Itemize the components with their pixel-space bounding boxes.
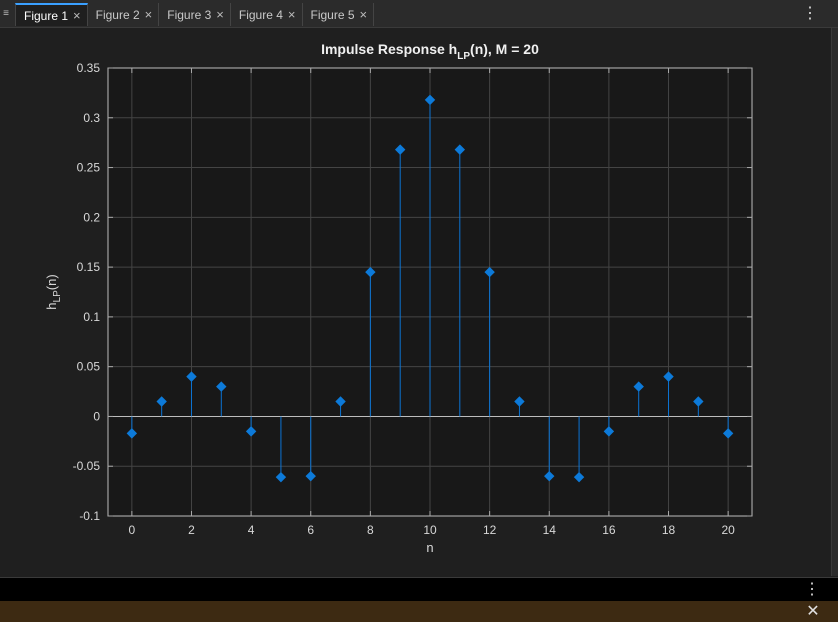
more-vertical-icon[interactable]: ⋮ — [804, 581, 820, 598]
y-tick-label: 0.3 — [83, 111, 100, 125]
y-tick-label: 0.1 — [83, 310, 100, 324]
notification-bar: ✕ — [0, 601, 838, 622]
tab-label: Figure 1 — [24, 8, 69, 23]
stem-marker — [156, 396, 167, 407]
y-tick-label: -0.1 — [79, 509, 100, 523]
tab-label: Figure 4 — [238, 7, 283, 22]
y-tick-label: 0.05 — [77, 360, 101, 374]
tab-figure-4[interactable]: Figure 4 × — [230, 3, 303, 26]
stem-marker — [216, 381, 227, 392]
ylabel-subscript: LP — [52, 290, 63, 303]
menu-icon[interactable]: ≡ — [3, 8, 9, 19]
y-tick-label: 0.25 — [77, 161, 101, 175]
more-vertical-icon[interactable]: ⋮ — [802, 5, 818, 22]
stem-marker — [305, 470, 316, 482]
tick-labels: 0 2 4 6 8 10 12 14 16 18 20 -0.1 -0.05 0 0.05 0.1 0.15 0.… — [73, 61, 752, 537]
tab-label: Figure 5 — [310, 7, 355, 22]
x-tick-label: 4 — [248, 523, 255, 537]
ylabel-rest: (n) — [44, 274, 59, 290]
stem-marker — [633, 381, 644, 392]
command-bar: ⋮ — [0, 577, 838, 601]
tab-figure-5[interactable]: Figure 5 × — [302, 3, 375, 26]
ylabel-main: h — [44, 302, 59, 309]
x-tick-label: 0 — [129, 523, 136, 537]
stem-chart[interactable]: 0 2 4 6 8 10 12 14 16 18 20 -0.1 -0.05 0 0.05 0.1 0.15 0.… — [0, 28, 832, 576]
stem-marker — [245, 426, 257, 437]
stem-marker — [514, 396, 525, 407]
y-tick-label: 0.2 — [83, 210, 100, 224]
stem-marker — [722, 428, 734, 439]
stem-marker — [424, 94, 436, 106]
tab-list: Figure 1 × Figure 2 × Figure 3 × Figure … — [15, 3, 375, 27]
tab-figure-1[interactable]: Figure 1 × — [15, 3, 88, 26]
stem-marker — [365, 266, 376, 278]
y-tick-label: 0.15 — [77, 260, 101, 274]
close-icon[interactable]: ✕ — [806, 603, 820, 620]
title-subscript: LP — [457, 51, 470, 62]
y-tick-label: -0.05 — [73, 459, 101, 473]
scrollbar[interactable] — [831, 28, 838, 576]
x-tick-label: 2 — [188, 523, 195, 537]
chart-title: Impulse Response hLP(n), M = 20 — [321, 41, 539, 62]
title-rest: (n), M = 20 — [470, 41, 539, 57]
tab-figure-3[interactable]: Figure 3 × — [159, 3, 231, 26]
y-axis-label: hLP(n) — [44, 274, 63, 309]
close-icon[interactable]: × — [216, 7, 224, 22]
stem-marker — [335, 396, 346, 407]
close-icon[interactable]: × — [359, 7, 368, 22]
stem-marker — [693, 396, 704, 407]
stem-marker — [186, 371, 197, 382]
stem-marker — [603, 426, 615, 437]
stems — [126, 94, 734, 483]
x-tick-label: 18 — [662, 523, 676, 537]
tab-figure-2[interactable]: Figure 2 × — [87, 3, 160, 26]
close-icon[interactable]: × — [73, 8, 81, 23]
x-tick-label: 14 — [543, 523, 557, 537]
close-icon[interactable]: × — [144, 7, 153, 22]
close-icon[interactable]: × — [287, 7, 296, 22]
x-tick-label: 20 — [721, 523, 735, 537]
tab-label: Figure 2 — [95, 7, 140, 22]
x-tick-label: 8 — [367, 523, 374, 537]
stem-marker — [275, 471, 287, 483]
stem-marker — [663, 371, 674, 382]
tab-label: Figure 3 — [167, 7, 212, 22]
figure-tab-bar: ≡ Figure 1 × Figure 2 × Figure 3 × Figur… — [0, 0, 838, 28]
y-tick-label: 0 — [93, 409, 100, 423]
x-tick-label: 16 — [602, 523, 616, 537]
x-tick-label: 10 — [423, 523, 437, 537]
x-axis-label: n — [426, 540, 433, 555]
y-tick-label: 0.35 — [77, 61, 101, 75]
x-tick-label: 6 — [307, 523, 314, 537]
title-main: Impulse Response h — [321, 41, 457, 57]
stem-marker — [394, 144, 406, 155]
stem-marker — [126, 428, 138, 439]
stem-marker — [484, 266, 495, 278]
stem-marker — [454, 144, 466, 155]
stem-marker — [544, 470, 555, 482]
x-tick-label: 12 — [483, 523, 497, 537]
stem-marker — [573, 471, 585, 483]
